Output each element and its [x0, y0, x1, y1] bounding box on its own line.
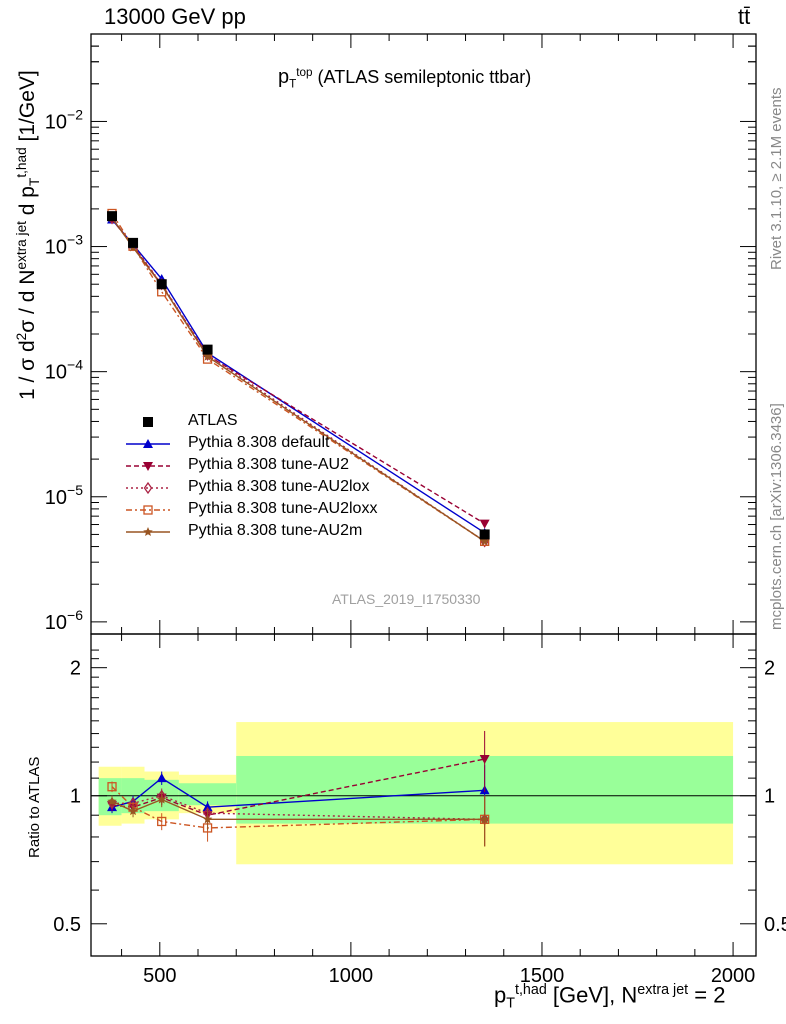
legend-entry: ATLAS	[188, 412, 238, 429]
data-point	[202, 344, 213, 355]
analysis-id: ATLAS_2019_I1750330	[332, 591, 481, 607]
y-tick-label: 10−3	[45, 232, 83, 259]
legend-entry: Pythia 8.308 tune-AU2	[188, 456, 349, 473]
ratio-point-1	[479, 754, 490, 764]
legend-marker	[143, 417, 153, 427]
data-point	[479, 529, 490, 540]
series-point-1	[479, 519, 490, 529]
ratio-point-4	[107, 796, 117, 806]
ratio-tick-label: 2	[70, 658, 81, 680]
y-axis-label: 1 / σ d2σ / d Nextra jet d pTt,had [1/Ge…	[14, 70, 43, 400]
ratio-point-0	[156, 773, 167, 783]
mcplots-label: mcplots.cern.ch [arXiv:1306.3436]	[768, 403, 785, 630]
ratio-point-3	[107, 782, 117, 792]
x-tick-label: 500	[143, 965, 176, 987]
legend-entry: Pythia 8.308 tune-AU2loxx	[188, 500, 378, 517]
ratio-tick-label: 0.5	[53, 914, 81, 936]
ratio-point-4	[156, 794, 167, 804]
data-point	[107, 211, 118, 222]
process-label: tt̄	[738, 4, 751, 29]
ratio-point-4	[202, 814, 213, 824]
y-tick-label: 10−6	[45, 607, 83, 634]
y-tick-label: 10−5	[45, 482, 83, 509]
y-tick-label: 10−4	[45, 357, 83, 384]
legend-entry: Pythia 8.308 default	[188, 434, 330, 451]
rivet-version-label: Rivet 3.1.10, ≥ 2.1M events	[768, 87, 785, 271]
ratio-tick-label: 1	[70, 786, 81, 808]
legend-marker	[143, 527, 153, 537]
ratio-tick-label: 2	[764, 658, 775, 680]
ratio-point-4	[128, 806, 138, 816]
energy-label: 13000 GeV pp	[104, 4, 246, 29]
ratio-frame	[90, 633, 757, 957]
series-point-4	[202, 351, 213, 361]
x-tick-label: 1000	[329, 965, 374, 987]
ratio-point-0	[202, 802, 213, 812]
ratio-point-4	[479, 814, 490, 824]
data-point	[156, 279, 167, 290]
legend-marker	[143, 505, 153, 515]
band-green	[178, 783, 237, 806]
ratio-tick-label: 1	[764, 786, 775, 808]
x-tick-label: 2000	[711, 965, 756, 987]
legend-marker	[143, 462, 153, 471]
legend-entry: Pythia 8.308 tune-AU2m	[188, 522, 363, 539]
x-tick-label: 1500	[520, 965, 565, 987]
legend-marker	[143, 439, 153, 448]
ratio-axis-label: Ratio to ATLAS	[26, 756, 43, 858]
data-point	[128, 237, 139, 248]
y-tick-label: 10−2	[45, 106, 83, 133]
legend-marker	[143, 481, 153, 495]
legend-entry: Pythia 8.308 tune-AU2lox	[188, 478, 370, 495]
x-axis-label: pTt,had [GeV], Nextra jet = 2	[494, 982, 726, 1012]
ratio-tick-label: 0.5	[764, 914, 786, 936]
series-point-4	[479, 536, 490, 546]
series-line-3	[111, 213, 486, 542]
ratio-point-3	[157, 816, 167, 827]
chart-title: pTtop (ATLAS semileptonic ttbar)	[278, 66, 532, 91]
